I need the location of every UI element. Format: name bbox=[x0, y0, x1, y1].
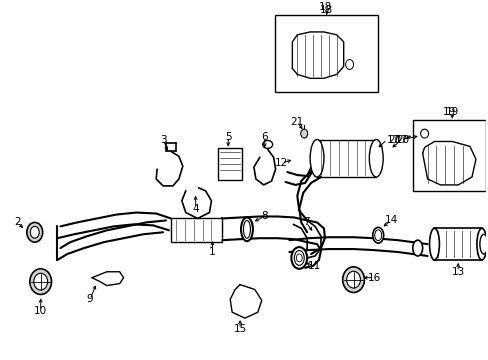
Ellipse shape bbox=[372, 228, 383, 243]
Text: 18: 18 bbox=[320, 5, 333, 15]
Ellipse shape bbox=[479, 234, 487, 254]
Text: 3: 3 bbox=[160, 135, 166, 144]
Ellipse shape bbox=[412, 240, 422, 256]
Text: 5: 5 bbox=[224, 131, 231, 141]
Ellipse shape bbox=[345, 59, 353, 69]
Text: 2: 2 bbox=[15, 217, 21, 228]
Ellipse shape bbox=[300, 129, 307, 138]
Text: 7: 7 bbox=[302, 217, 309, 228]
Text: 18: 18 bbox=[319, 2, 332, 12]
Ellipse shape bbox=[476, 228, 486, 260]
Ellipse shape bbox=[368, 140, 383, 177]
Text: 10: 10 bbox=[34, 306, 47, 316]
Ellipse shape bbox=[241, 217, 252, 241]
Text: 19: 19 bbox=[445, 107, 458, 117]
Bar bbox=[434, 228, 481, 260]
Ellipse shape bbox=[296, 254, 302, 262]
Ellipse shape bbox=[294, 251, 304, 265]
Ellipse shape bbox=[262, 140, 272, 148]
Polygon shape bbox=[292, 32, 343, 78]
Text: 20: 20 bbox=[387, 135, 401, 144]
Text: 19: 19 bbox=[442, 107, 455, 117]
Bar bbox=[218, 148, 242, 180]
Ellipse shape bbox=[420, 129, 427, 138]
Text: 12: 12 bbox=[274, 158, 287, 168]
Text: 13: 13 bbox=[450, 267, 464, 277]
Text: 1: 1 bbox=[209, 247, 215, 257]
Ellipse shape bbox=[30, 269, 51, 294]
Text: 14: 14 bbox=[384, 215, 397, 225]
Ellipse shape bbox=[27, 222, 42, 242]
Text: 20: 20 bbox=[396, 135, 408, 144]
Text: 17: 17 bbox=[386, 135, 399, 144]
Ellipse shape bbox=[243, 220, 250, 238]
Ellipse shape bbox=[346, 271, 360, 288]
Text: 11: 11 bbox=[307, 261, 320, 271]
Bar bbox=[274, 15, 377, 92]
Bar bbox=[412, 120, 485, 191]
Text: 4: 4 bbox=[192, 204, 199, 213]
Text: 16: 16 bbox=[367, 273, 380, 283]
Text: 21: 21 bbox=[290, 117, 304, 127]
Ellipse shape bbox=[342, 267, 364, 292]
Polygon shape bbox=[422, 141, 475, 185]
Bar bbox=[171, 219, 222, 242]
Text: 17: 17 bbox=[394, 135, 407, 144]
Ellipse shape bbox=[428, 228, 439, 260]
Ellipse shape bbox=[291, 247, 306, 269]
Ellipse shape bbox=[34, 273, 47, 290]
Text: 8: 8 bbox=[261, 211, 267, 221]
Ellipse shape bbox=[309, 140, 323, 177]
Text: 9: 9 bbox=[86, 294, 93, 305]
Ellipse shape bbox=[30, 226, 39, 238]
Text: 15: 15 bbox=[233, 324, 246, 334]
Text: 6: 6 bbox=[261, 131, 267, 141]
Ellipse shape bbox=[374, 230, 381, 241]
